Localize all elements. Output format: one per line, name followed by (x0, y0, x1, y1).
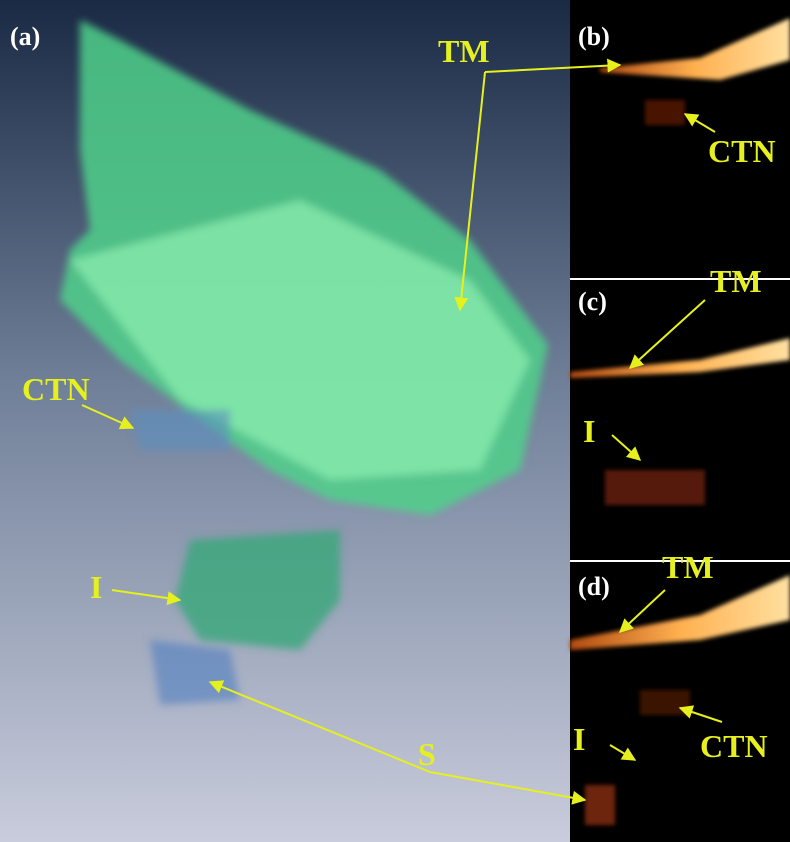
figure: (a) (b) (c) (d) CTN I S TM CTN TM I TM C… (0, 0, 790, 842)
annotation: I (90, 569, 102, 605)
annotation: CTN (700, 728, 768, 764)
annotation: TM (710, 263, 762, 299)
panel-label: (b) (578, 22, 610, 51)
annotation: CTN (22, 371, 90, 407)
annotation: S (418, 736, 436, 772)
annotation: TM (438, 33, 490, 69)
annotation: CTN (708, 133, 776, 169)
annotation: TM (662, 549, 714, 585)
panel-label: (c) (578, 287, 607, 316)
panel-label: (a) (10, 22, 40, 51)
annotation: I (583, 413, 595, 449)
panel-label: (d) (578, 572, 610, 601)
annotation: I (573, 721, 585, 757)
